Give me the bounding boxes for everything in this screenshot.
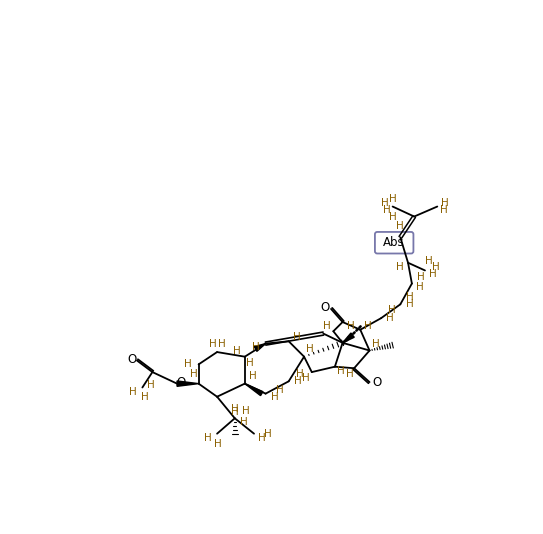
- Text: H: H: [302, 373, 310, 383]
- Text: H: H: [252, 342, 260, 352]
- Text: H: H: [214, 439, 222, 449]
- Text: O: O: [127, 354, 136, 366]
- Text: H: H: [190, 368, 198, 379]
- Text: H: H: [406, 300, 413, 309]
- Text: H: H: [337, 366, 345, 375]
- Text: H: H: [275, 385, 283, 395]
- Text: H: H: [396, 221, 404, 231]
- Text: H: H: [429, 269, 437, 279]
- Text: H: H: [425, 256, 433, 266]
- Text: H: H: [242, 406, 249, 415]
- Text: H: H: [389, 194, 396, 204]
- Text: H: H: [388, 305, 396, 316]
- FancyBboxPatch shape: [375, 232, 413, 254]
- Text: H: H: [364, 321, 372, 331]
- Text: H: H: [184, 359, 192, 370]
- Text: H: H: [264, 429, 272, 438]
- Text: O: O: [320, 301, 330, 314]
- Text: O: O: [372, 375, 382, 389]
- Text: H: H: [306, 344, 314, 354]
- Text: H: H: [249, 371, 256, 381]
- Text: H: H: [147, 380, 155, 390]
- Text: H: H: [295, 368, 304, 379]
- Text: H: H: [231, 407, 239, 417]
- Text: H: H: [396, 262, 404, 272]
- Text: H: H: [231, 404, 239, 414]
- Text: H: H: [204, 433, 212, 443]
- Text: H: H: [417, 272, 425, 282]
- Text: H: H: [218, 340, 225, 349]
- Text: H: H: [440, 206, 447, 215]
- Text: H: H: [381, 198, 389, 208]
- Text: H: H: [293, 333, 300, 342]
- Text: H: H: [383, 206, 390, 215]
- Text: H: H: [129, 387, 137, 397]
- Text: H: H: [141, 392, 149, 402]
- Polygon shape: [245, 383, 263, 396]
- Text: H: H: [346, 370, 354, 379]
- Text: H: H: [245, 358, 253, 368]
- Text: H: H: [372, 340, 380, 349]
- Text: H: H: [441, 198, 449, 208]
- Text: H: H: [209, 340, 216, 349]
- Text: H: H: [432, 262, 440, 272]
- Text: H: H: [407, 293, 414, 302]
- Text: H: H: [347, 321, 355, 331]
- Text: H: H: [258, 433, 266, 443]
- Text: H: H: [389, 211, 396, 222]
- Text: H: H: [240, 417, 248, 427]
- Text: H: H: [416, 282, 424, 293]
- Text: H: H: [233, 345, 241, 356]
- Text: H: H: [294, 376, 302, 386]
- Text: Abs: Abs: [383, 236, 405, 249]
- Text: H: H: [387, 313, 394, 323]
- Text: H: H: [323, 321, 331, 331]
- Text: H: H: [271, 392, 279, 403]
- Polygon shape: [177, 381, 199, 386]
- Polygon shape: [343, 333, 354, 343]
- Polygon shape: [254, 343, 266, 351]
- Text: O: O: [176, 376, 186, 389]
